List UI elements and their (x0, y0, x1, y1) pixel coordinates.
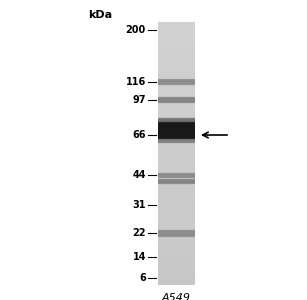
Text: A549: A549 (161, 293, 191, 300)
Text: 66: 66 (133, 130, 146, 140)
Text: 14: 14 (133, 252, 146, 262)
Text: 97: 97 (133, 95, 146, 105)
Text: 31: 31 (133, 200, 146, 210)
Text: 200: 200 (126, 25, 146, 35)
Text: 116: 116 (126, 77, 146, 87)
Text: 44: 44 (133, 170, 146, 180)
Text: kDa: kDa (88, 10, 112, 20)
Text: 22: 22 (133, 228, 146, 238)
Text: 6: 6 (139, 273, 146, 283)
